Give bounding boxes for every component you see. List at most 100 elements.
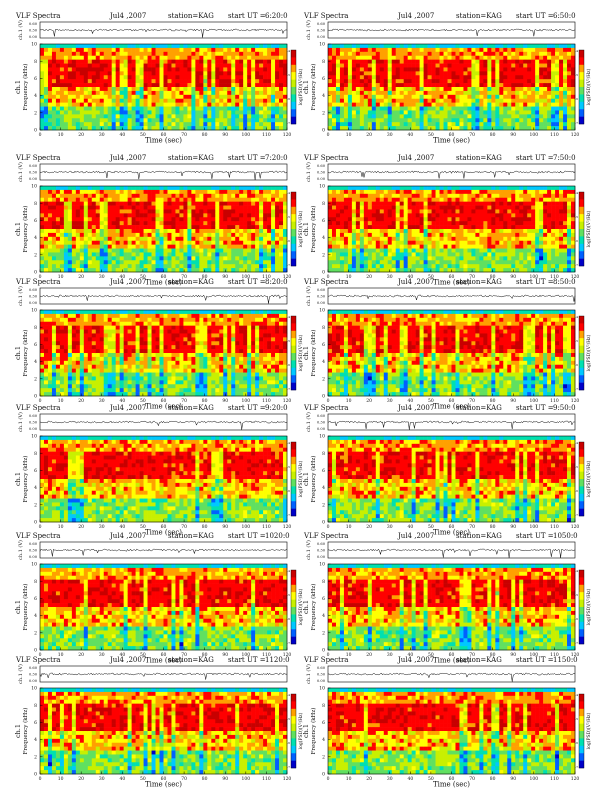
spectrogram-cell xyxy=(336,107,340,111)
spectrogram-cell xyxy=(459,60,463,64)
spectrogram-cell xyxy=(372,103,376,107)
spectrogram-cell xyxy=(148,260,152,264)
spectrogram-cell xyxy=(215,126,219,130)
spectrogram-cell xyxy=(160,194,164,198)
spectrogram-cell xyxy=(219,126,223,130)
spectrogram-cell xyxy=(471,110,475,114)
spectrogram-cell xyxy=(507,48,511,52)
spectrogram-cell xyxy=(400,194,404,198)
spectrogram-cell xyxy=(52,249,56,253)
spectrogram-cell xyxy=(52,241,56,245)
spectrogram-cell xyxy=(164,79,168,83)
spectrogram-cell xyxy=(412,114,416,118)
spectrogram-cell xyxy=(444,99,448,103)
spectrogram-cell xyxy=(356,122,360,126)
spectrogram-cell xyxy=(444,268,448,272)
spectrogram-cell xyxy=(263,122,267,126)
spectrogram-cell xyxy=(128,83,132,87)
spectrogram-cell xyxy=(191,221,195,225)
spectrogram-cell xyxy=(376,206,380,210)
spectrogram-cell xyxy=(235,190,239,194)
spectrogram-cell xyxy=(239,221,243,225)
spectrogram-cell xyxy=(271,122,275,126)
spectrogram-cell xyxy=(428,194,432,198)
spectrogram-cell xyxy=(100,91,104,95)
spectrogram-cell xyxy=(267,245,271,249)
spectrogram-cell xyxy=(76,194,80,198)
spectrogram-cell xyxy=(211,107,215,111)
spectrogram-cell xyxy=(436,91,440,95)
spectrogram-cell xyxy=(279,103,283,107)
spectrogram-cell xyxy=(475,126,479,130)
spectrogram-cell xyxy=(547,99,551,103)
spectrogram-cell xyxy=(96,221,100,225)
spectrogram-cell xyxy=(167,107,171,111)
spectrogram-cell xyxy=(376,99,380,103)
spectrogram-cell xyxy=(267,221,271,225)
spectrogram-cell xyxy=(104,114,108,118)
spectrogram-cell xyxy=(255,56,259,60)
spectrogram-cell xyxy=(340,206,344,210)
spectrogram-cell xyxy=(112,209,116,213)
spectrogram-cell xyxy=(364,52,368,56)
spectrogram-cell xyxy=(364,245,368,249)
spectrogram-cell xyxy=(44,233,48,237)
spectrogram-cell xyxy=(183,225,187,229)
spectrogram-cell xyxy=(136,198,140,202)
spectrogram-cell xyxy=(332,198,336,202)
spectrogram-cell xyxy=(215,237,219,241)
spectrogram-cell xyxy=(64,99,68,103)
spectrogram-cell xyxy=(491,56,495,60)
spectrogram-cell xyxy=(567,52,571,56)
spectrogram-cell xyxy=(227,241,231,245)
spectrogram-cell xyxy=(259,229,263,233)
spectrogram-cell xyxy=(400,241,404,245)
spectrogram-cell xyxy=(247,64,251,68)
spectrogram-cell xyxy=(380,245,384,249)
spectrogram-cell xyxy=(96,198,100,202)
spectrogram-cell xyxy=(68,252,72,256)
spectrogram-cell xyxy=(156,217,160,221)
spectrogram-cell xyxy=(223,190,227,194)
spectrogram-cell xyxy=(348,95,352,99)
spectrogram-cell xyxy=(140,245,144,249)
spectrogram-cell xyxy=(420,268,424,272)
start-time: 6:50:0 xyxy=(553,12,576,20)
spectrogram-cell xyxy=(96,95,100,99)
spectrogram-cell xyxy=(223,241,227,245)
spectrogram-cell xyxy=(76,202,80,206)
spectrogram-cell xyxy=(40,52,44,56)
spectrogram-cell xyxy=(211,213,215,217)
spectrogram-cell xyxy=(175,209,179,213)
spectrogram-cell xyxy=(88,75,92,79)
spectrogram-cell xyxy=(364,217,368,221)
spectrogram-cell xyxy=(239,83,243,87)
spectrogram-cell xyxy=(128,107,132,111)
spectrogram-cell xyxy=(511,118,515,122)
spectrogram-cell xyxy=(400,103,404,107)
spectrogram-cell xyxy=(271,95,275,99)
spectrogram-cell xyxy=(112,264,116,268)
spectrogram-cell xyxy=(112,75,116,79)
spectrogram-cell xyxy=(559,114,563,118)
spectrogram-cell xyxy=(80,268,84,272)
spectrogram-cell xyxy=(519,48,523,52)
spectrogram-cell xyxy=(360,249,364,253)
spectrogram-cell xyxy=(112,190,116,194)
spectrogram-cell xyxy=(408,245,412,249)
spectrogram-cell xyxy=(136,87,140,91)
spectrogram-cell xyxy=(227,107,231,111)
spectrogram-cell xyxy=(231,48,235,52)
spectrogram-cell xyxy=(191,198,195,202)
spectrogram-cell xyxy=(279,114,283,118)
spectrogram-cell xyxy=(247,95,251,99)
spectrogram-cell xyxy=(531,60,535,64)
spectrogram-cell xyxy=(275,110,279,114)
spectrogram-cell xyxy=(448,87,452,91)
spectrogram-cell xyxy=(239,44,243,48)
spectrogram-cell xyxy=(136,107,140,111)
spectrogram-cell xyxy=(336,202,340,206)
spectrogram-cell xyxy=(376,221,380,225)
spectrogram-cell xyxy=(124,186,128,190)
spectrogram-cell xyxy=(412,79,416,83)
